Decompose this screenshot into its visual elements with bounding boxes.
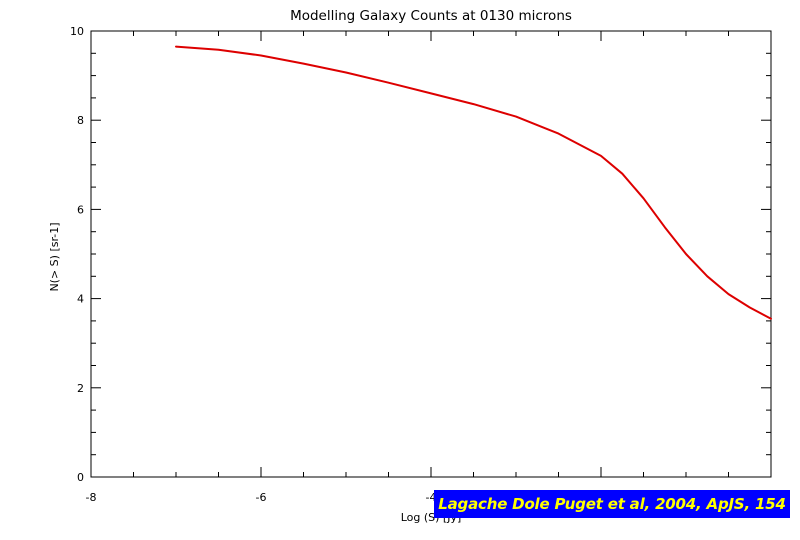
x-tick-label: -4 — [426, 491, 437, 504]
y-axis-label: N(> S) [sr-1] — [48, 222, 61, 291]
axis-ticks — [90, 30, 772, 478]
chart-title: Modelling Galaxy Counts at 0130 microns — [290, 8, 572, 24]
series-line — [175, 45, 772, 320]
y-tick-label: 6 — [77, 203, 84, 216]
y-tick-label: 8 — [77, 114, 84, 127]
y-tick-label: 0 — [77, 471, 84, 484]
y-tick-label: 2 — [77, 382, 84, 395]
plot-frame — [90, 30, 772, 478]
x-tick-label: -8 — [86, 491, 97, 504]
credit-text: Lagache Dole Puget et al, 2004, ApJS, 15… — [438, 495, 786, 513]
y-tick-label: 4 — [77, 293, 84, 306]
axis-tick-labels: -8-6-4-200246810 — [70, 25, 775, 504]
y-tick-label: 10 — [70, 25, 84, 38]
credit-banner: Lagache Dole Puget et al, 2004, ApJS, 15… — [434, 490, 790, 518]
x-tick-label: -6 — [256, 491, 267, 504]
series-layer — [175, 45, 772, 320]
